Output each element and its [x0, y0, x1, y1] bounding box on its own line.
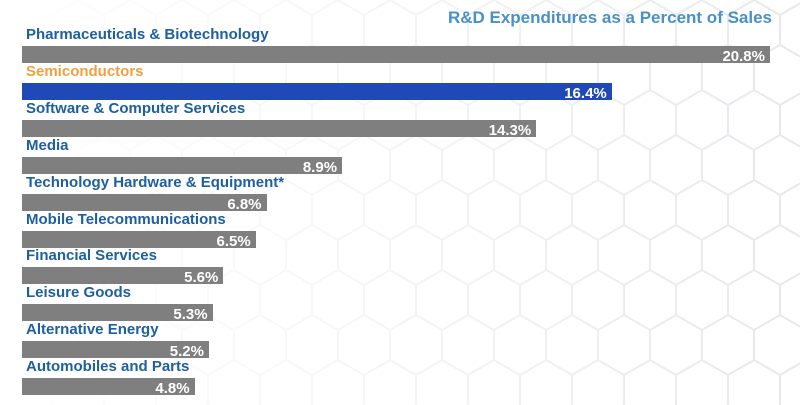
bar	[22, 193, 267, 211]
value-label: 6.5%	[216, 232, 251, 250]
bar	[22, 378, 195, 396]
value-label: 5.3%	[173, 306, 208, 324]
value-label: 14.3%	[488, 121, 532, 139]
bar	[22, 230, 256, 248]
value-label: 6.8%	[227, 195, 262, 213]
category-label: Financial Services	[26, 247, 157, 265]
category-label: Pharmaceuticals & Biotechnology	[26, 26, 269, 43]
category-label: Technology Hardware & Equipment*	[26, 173, 285, 191]
bar	[22, 82, 612, 100]
value-label: 5.6%	[184, 269, 219, 287]
bar	[22, 267, 224, 285]
category-label: Automobiles and Parts	[26, 358, 190, 376]
category-label: Alternative Energy	[26, 321, 159, 339]
value-label: 4.8%	[155, 380, 190, 398]
chart-title: R&D Expenditures as a Percent of Sales	[447, 8, 772, 27]
category-label: Semiconductors	[26, 62, 144, 80]
bar	[22, 156, 343, 174]
bar	[22, 341, 209, 359]
value-label: 5.2%	[169, 343, 204, 361]
bar	[22, 119, 537, 137]
category-label: Software & Computer Services	[26, 99, 246, 117]
category-label: Mobile Telecommunications	[26, 210, 226, 228]
bar	[22, 304, 213, 322]
category-label: Leisure Goods	[26, 284, 132, 302]
bar	[22, 46, 770, 63]
value-label: 20.8%	[722, 48, 765, 65]
value-label: 8.9%	[302, 158, 338, 176]
value-label: 16.4%	[564, 84, 607, 102]
category-label: Media	[26, 136, 69, 154]
